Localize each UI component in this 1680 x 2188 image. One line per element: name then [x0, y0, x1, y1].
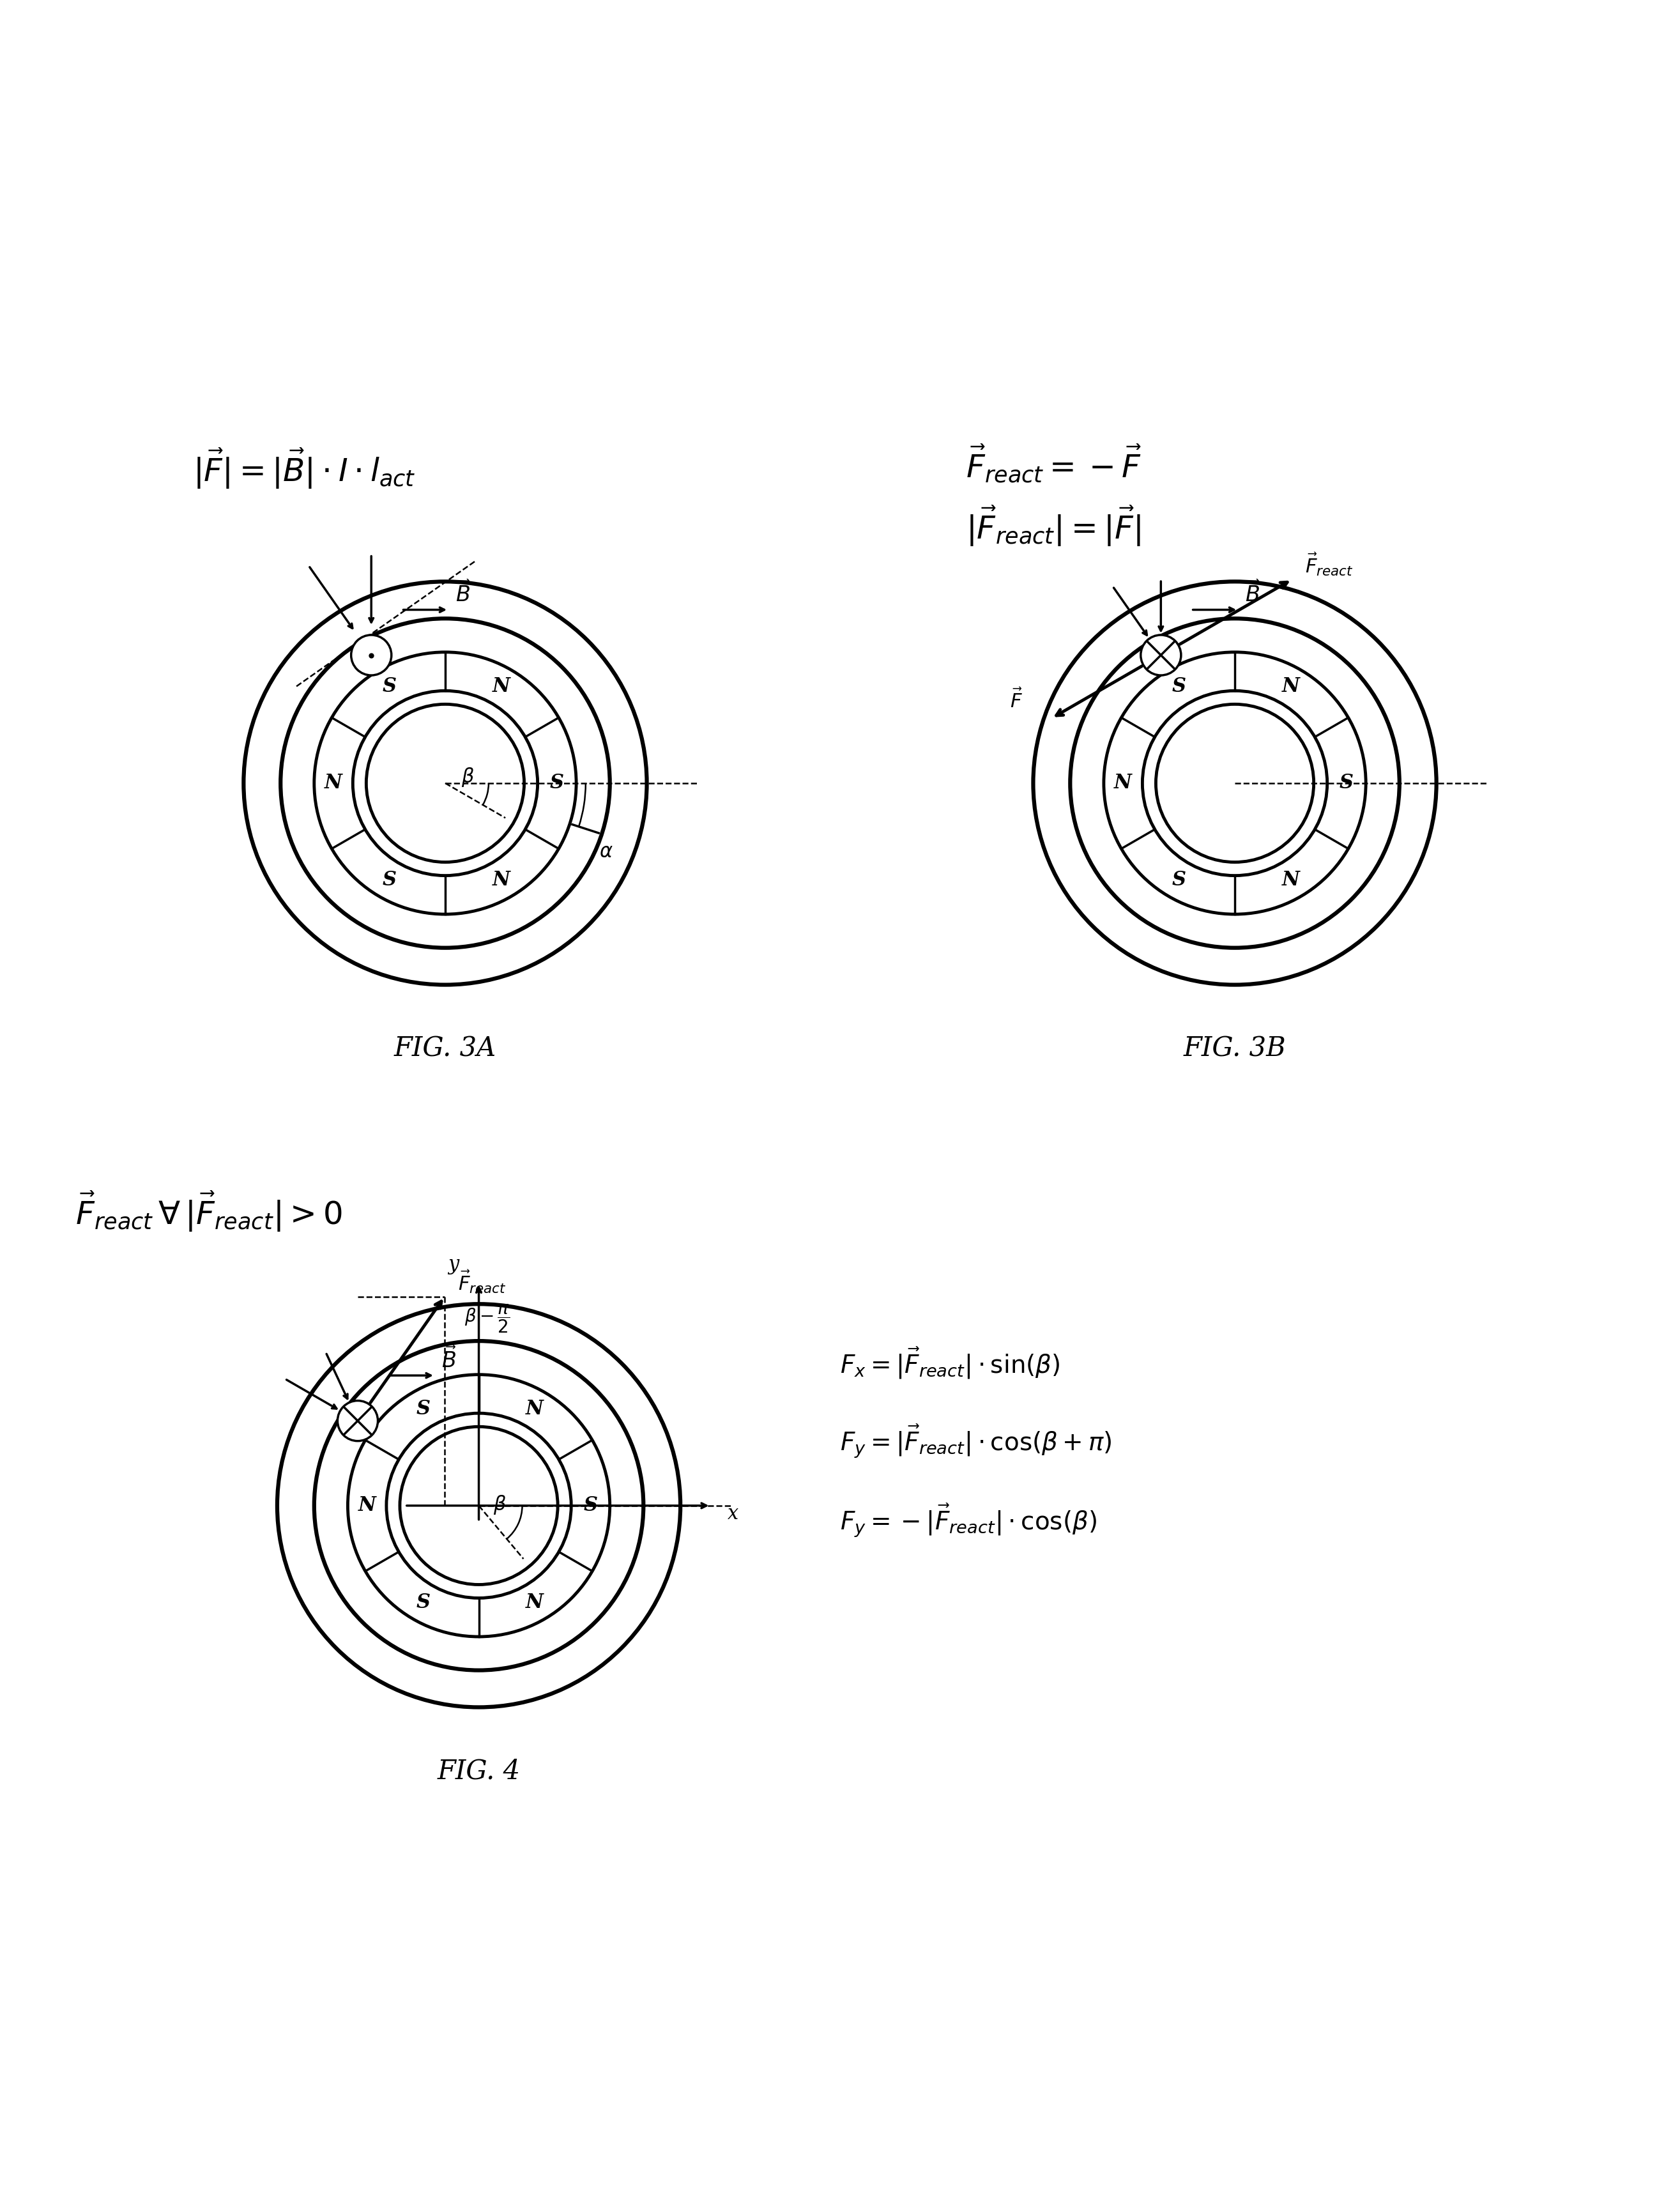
Text: $\vec{B}$: $\vec{B}$ — [455, 582, 470, 606]
Text: $|\vec{F}|=|\vec{B}|\cdot I\cdot l_{act}$: $|\vec{F}|=|\vec{B}|\cdot I\cdot l_{act}… — [193, 446, 417, 490]
Text: y: y — [449, 1254, 459, 1273]
Text: N: N — [1114, 772, 1132, 792]
Text: N: N — [492, 676, 511, 696]
Text: S: S — [417, 1593, 430, 1613]
Circle shape — [351, 635, 391, 676]
Text: $\beta-\dfrac{\pi}{2}$: $\beta-\dfrac{\pi}{2}$ — [465, 1302, 511, 1335]
Text: $\vec{B}$: $\vec{B}$ — [442, 1346, 457, 1372]
Text: S: S — [1339, 772, 1354, 792]
Text: $\vec{F}$: $\vec{F}$ — [1010, 689, 1023, 713]
Text: N: N — [358, 1497, 376, 1516]
Text: $\vec{B}$: $\vec{B}$ — [1245, 582, 1260, 606]
Text: $F_x = |\vec{F}_{react}|\cdot\sin(\beta)$: $F_x = |\vec{F}_{react}|\cdot\sin(\beta)… — [840, 1346, 1060, 1381]
Text: S: S — [583, 1497, 598, 1516]
Text: N: N — [492, 871, 511, 891]
Text: N: N — [324, 772, 343, 792]
Circle shape — [338, 1400, 378, 1442]
Text: $F_y = |\vec{F}_{react}|\cdot\cos(\beta+\pi)$: $F_y = |\vec{F}_{react}|\cdot\cos(\beta+… — [840, 1422, 1112, 1459]
Text: S: S — [1173, 676, 1186, 696]
Text: S: S — [549, 772, 564, 792]
Circle shape — [1141, 635, 1181, 676]
Text: $\vec{F}_{react}\,\forall\,|\vec{F}_{react}|>0$: $\vec{F}_{react}\,\forall\,|\vec{F}_{rea… — [76, 1190, 343, 1234]
Text: $\beta$: $\beta$ — [492, 1494, 506, 1516]
Text: x: x — [727, 1503, 739, 1523]
Text: $|\vec{F}_{react}|=|\vec{F}|$: $|\vec{F}_{react}|=|\vec{F}|$ — [966, 503, 1141, 547]
Text: $F_y = -|\vec{F}_{react}|\cdot\cos(\beta)$: $F_y = -|\vec{F}_{react}|\cdot\cos(\beta… — [840, 1503, 1097, 1540]
Text: S: S — [417, 1398, 430, 1418]
Text: S: S — [1173, 871, 1186, 891]
Text: N: N — [1282, 676, 1300, 696]
Text: FIG. 3A: FIG. 3A — [395, 1035, 496, 1061]
Text: S: S — [383, 871, 396, 891]
Text: $\vec{F}_{react}$: $\vec{F}_{react}$ — [1305, 551, 1354, 578]
Text: S: S — [383, 676, 396, 696]
Text: $\alpha$: $\alpha$ — [600, 842, 613, 862]
Text: FIG. 4: FIG. 4 — [437, 1757, 521, 1785]
Text: N: N — [526, 1593, 544, 1613]
Text: N: N — [1282, 871, 1300, 891]
Text: $\beta$: $\beta$ — [460, 766, 474, 788]
Text: $\vec{F}_{react}$: $\vec{F}_{react}$ — [459, 1269, 506, 1295]
Text: FIG. 3B: FIG. 3B — [1183, 1035, 1287, 1061]
Text: N: N — [526, 1398, 544, 1418]
Text: $\vec{F}_{react}=-\vec{F}$: $\vec{F}_{react}=-\vec{F}$ — [966, 444, 1142, 484]
